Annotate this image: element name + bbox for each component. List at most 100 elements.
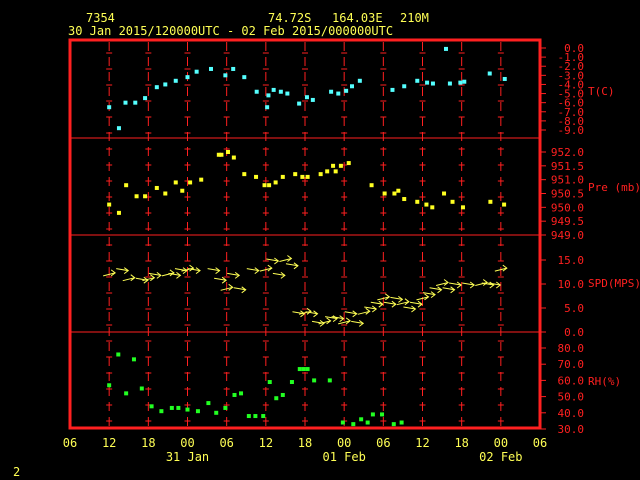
y-tick-label: -4.0 bbox=[558, 78, 585, 91]
temp-point bbox=[223, 73, 228, 78]
x-tick-label: 18 bbox=[298, 436, 312, 450]
temp-point bbox=[310, 97, 315, 102]
pressure-point bbox=[450, 199, 455, 204]
y-tick-label: 50.0 bbox=[558, 391, 585, 404]
wind-arrow-head bbox=[123, 267, 130, 275]
wind-arrow-head bbox=[469, 281, 476, 289]
wind-arrow-head bbox=[417, 300, 423, 308]
page-number: 2 bbox=[13, 465, 21, 479]
x-tick-label: 06 bbox=[219, 436, 233, 450]
pressure-point bbox=[107, 202, 112, 207]
temp-point bbox=[173, 78, 178, 83]
pressure-point bbox=[225, 150, 230, 154]
y-tick-label: 950.0 bbox=[551, 201, 584, 214]
wind-arrow bbox=[148, 272, 161, 276]
temp-point bbox=[430, 81, 435, 86]
temp-point bbox=[350, 84, 354, 89]
wind-arrow-head bbox=[215, 267, 221, 275]
temp-point bbox=[242, 75, 247, 80]
x-date-label: 02 Feb bbox=[479, 450, 522, 464]
wind-arrow-head bbox=[496, 281, 502, 289]
wind-arrow bbox=[494, 267, 507, 272]
wind-arrow-head bbox=[176, 271, 182, 279]
plot-frame bbox=[68, 38, 542, 430]
wind-arrow-head bbox=[326, 317, 332, 325]
rh-point bbox=[124, 391, 129, 396]
wind-arrow-head bbox=[287, 255, 293, 262]
temp-point bbox=[329, 89, 334, 94]
rh-point bbox=[399, 420, 404, 425]
pressure-point bbox=[267, 183, 272, 188]
wind-arrow bbox=[298, 310, 312, 315]
temp-point bbox=[402, 84, 407, 89]
rh-point bbox=[297, 367, 302, 372]
y-tick-label: 952.0 bbox=[551, 146, 584, 159]
rh-point bbox=[365, 420, 370, 425]
temp-point bbox=[487, 71, 492, 76]
rh-point bbox=[139, 386, 144, 391]
pressure-point bbox=[318, 172, 323, 177]
elevation: 210M bbox=[400, 11, 429, 25]
pressure-point bbox=[333, 169, 338, 174]
rh-point bbox=[359, 417, 364, 422]
temp-point bbox=[444, 46, 448, 51]
wind-arrow-head bbox=[398, 295, 404, 303]
y-tick-label: -2.0 bbox=[558, 60, 585, 73]
wind-arrow-head bbox=[424, 293, 430, 301]
pressure-point bbox=[300, 174, 305, 179]
wind-arrow bbox=[390, 296, 403, 300]
rh-point bbox=[185, 407, 190, 412]
wind-arrow bbox=[161, 272, 175, 277]
rh-point bbox=[301, 367, 306, 372]
x-tick-label: 00 bbox=[494, 436, 508, 450]
rh-point bbox=[370, 412, 375, 417]
wind-arrow-head bbox=[450, 286, 456, 294]
y-tick-label: -8.0 bbox=[558, 115, 585, 128]
series-label: T(C) bbox=[588, 85, 615, 98]
pressure-point bbox=[402, 197, 407, 202]
wind-arrow-head bbox=[182, 267, 188, 275]
temp-point bbox=[271, 87, 276, 92]
pressure-point bbox=[273, 180, 278, 185]
wind-arrow bbox=[429, 287, 442, 291]
pressure-point bbox=[163, 191, 168, 196]
temp-point bbox=[297, 101, 302, 106]
wind-arrow-head bbox=[293, 262, 299, 270]
temp-point bbox=[304, 95, 309, 100]
rh-point bbox=[107, 383, 112, 388]
wind-arrow bbox=[285, 263, 299, 267]
wind-arrow bbox=[475, 282, 488, 286]
temp-point bbox=[185, 75, 190, 80]
wind-arrow bbox=[142, 277, 155, 282]
rh-point bbox=[214, 410, 219, 415]
rh-point bbox=[159, 409, 164, 414]
rh-point bbox=[232, 392, 237, 397]
pressure-point bbox=[331, 163, 336, 168]
y-tick-label: 10.0 bbox=[558, 278, 585, 291]
wind-arrow-head bbox=[345, 317, 351, 325]
pressure-point bbox=[173, 180, 178, 185]
temp-point bbox=[194, 69, 199, 74]
wind-arrow-head bbox=[241, 286, 247, 294]
pressure-point bbox=[325, 169, 330, 174]
pressure-point bbox=[188, 180, 193, 185]
temp-point bbox=[447, 81, 452, 86]
temp-point bbox=[278, 89, 283, 94]
temp-point bbox=[415, 78, 420, 83]
wind-arrow bbox=[279, 258, 292, 262]
wind-arrow-head bbox=[234, 271, 241, 279]
x-tick-label: 12 bbox=[259, 436, 273, 450]
pressure-point bbox=[180, 188, 185, 193]
y-tick-label: -7.0 bbox=[558, 106, 585, 119]
rh-point bbox=[206, 401, 211, 406]
wind-arrow-head bbox=[169, 269, 175, 277]
temp-point bbox=[458, 80, 463, 85]
wind-arrow-head bbox=[385, 293, 391, 301]
wind-arrow-head bbox=[267, 264, 273, 272]
pressure-point bbox=[430, 205, 435, 210]
wind-arrow-head bbox=[482, 279, 489, 286]
rh-point bbox=[169, 405, 174, 410]
y-tick-label: 40.0 bbox=[558, 407, 585, 420]
wind-arrow bbox=[207, 268, 220, 272]
